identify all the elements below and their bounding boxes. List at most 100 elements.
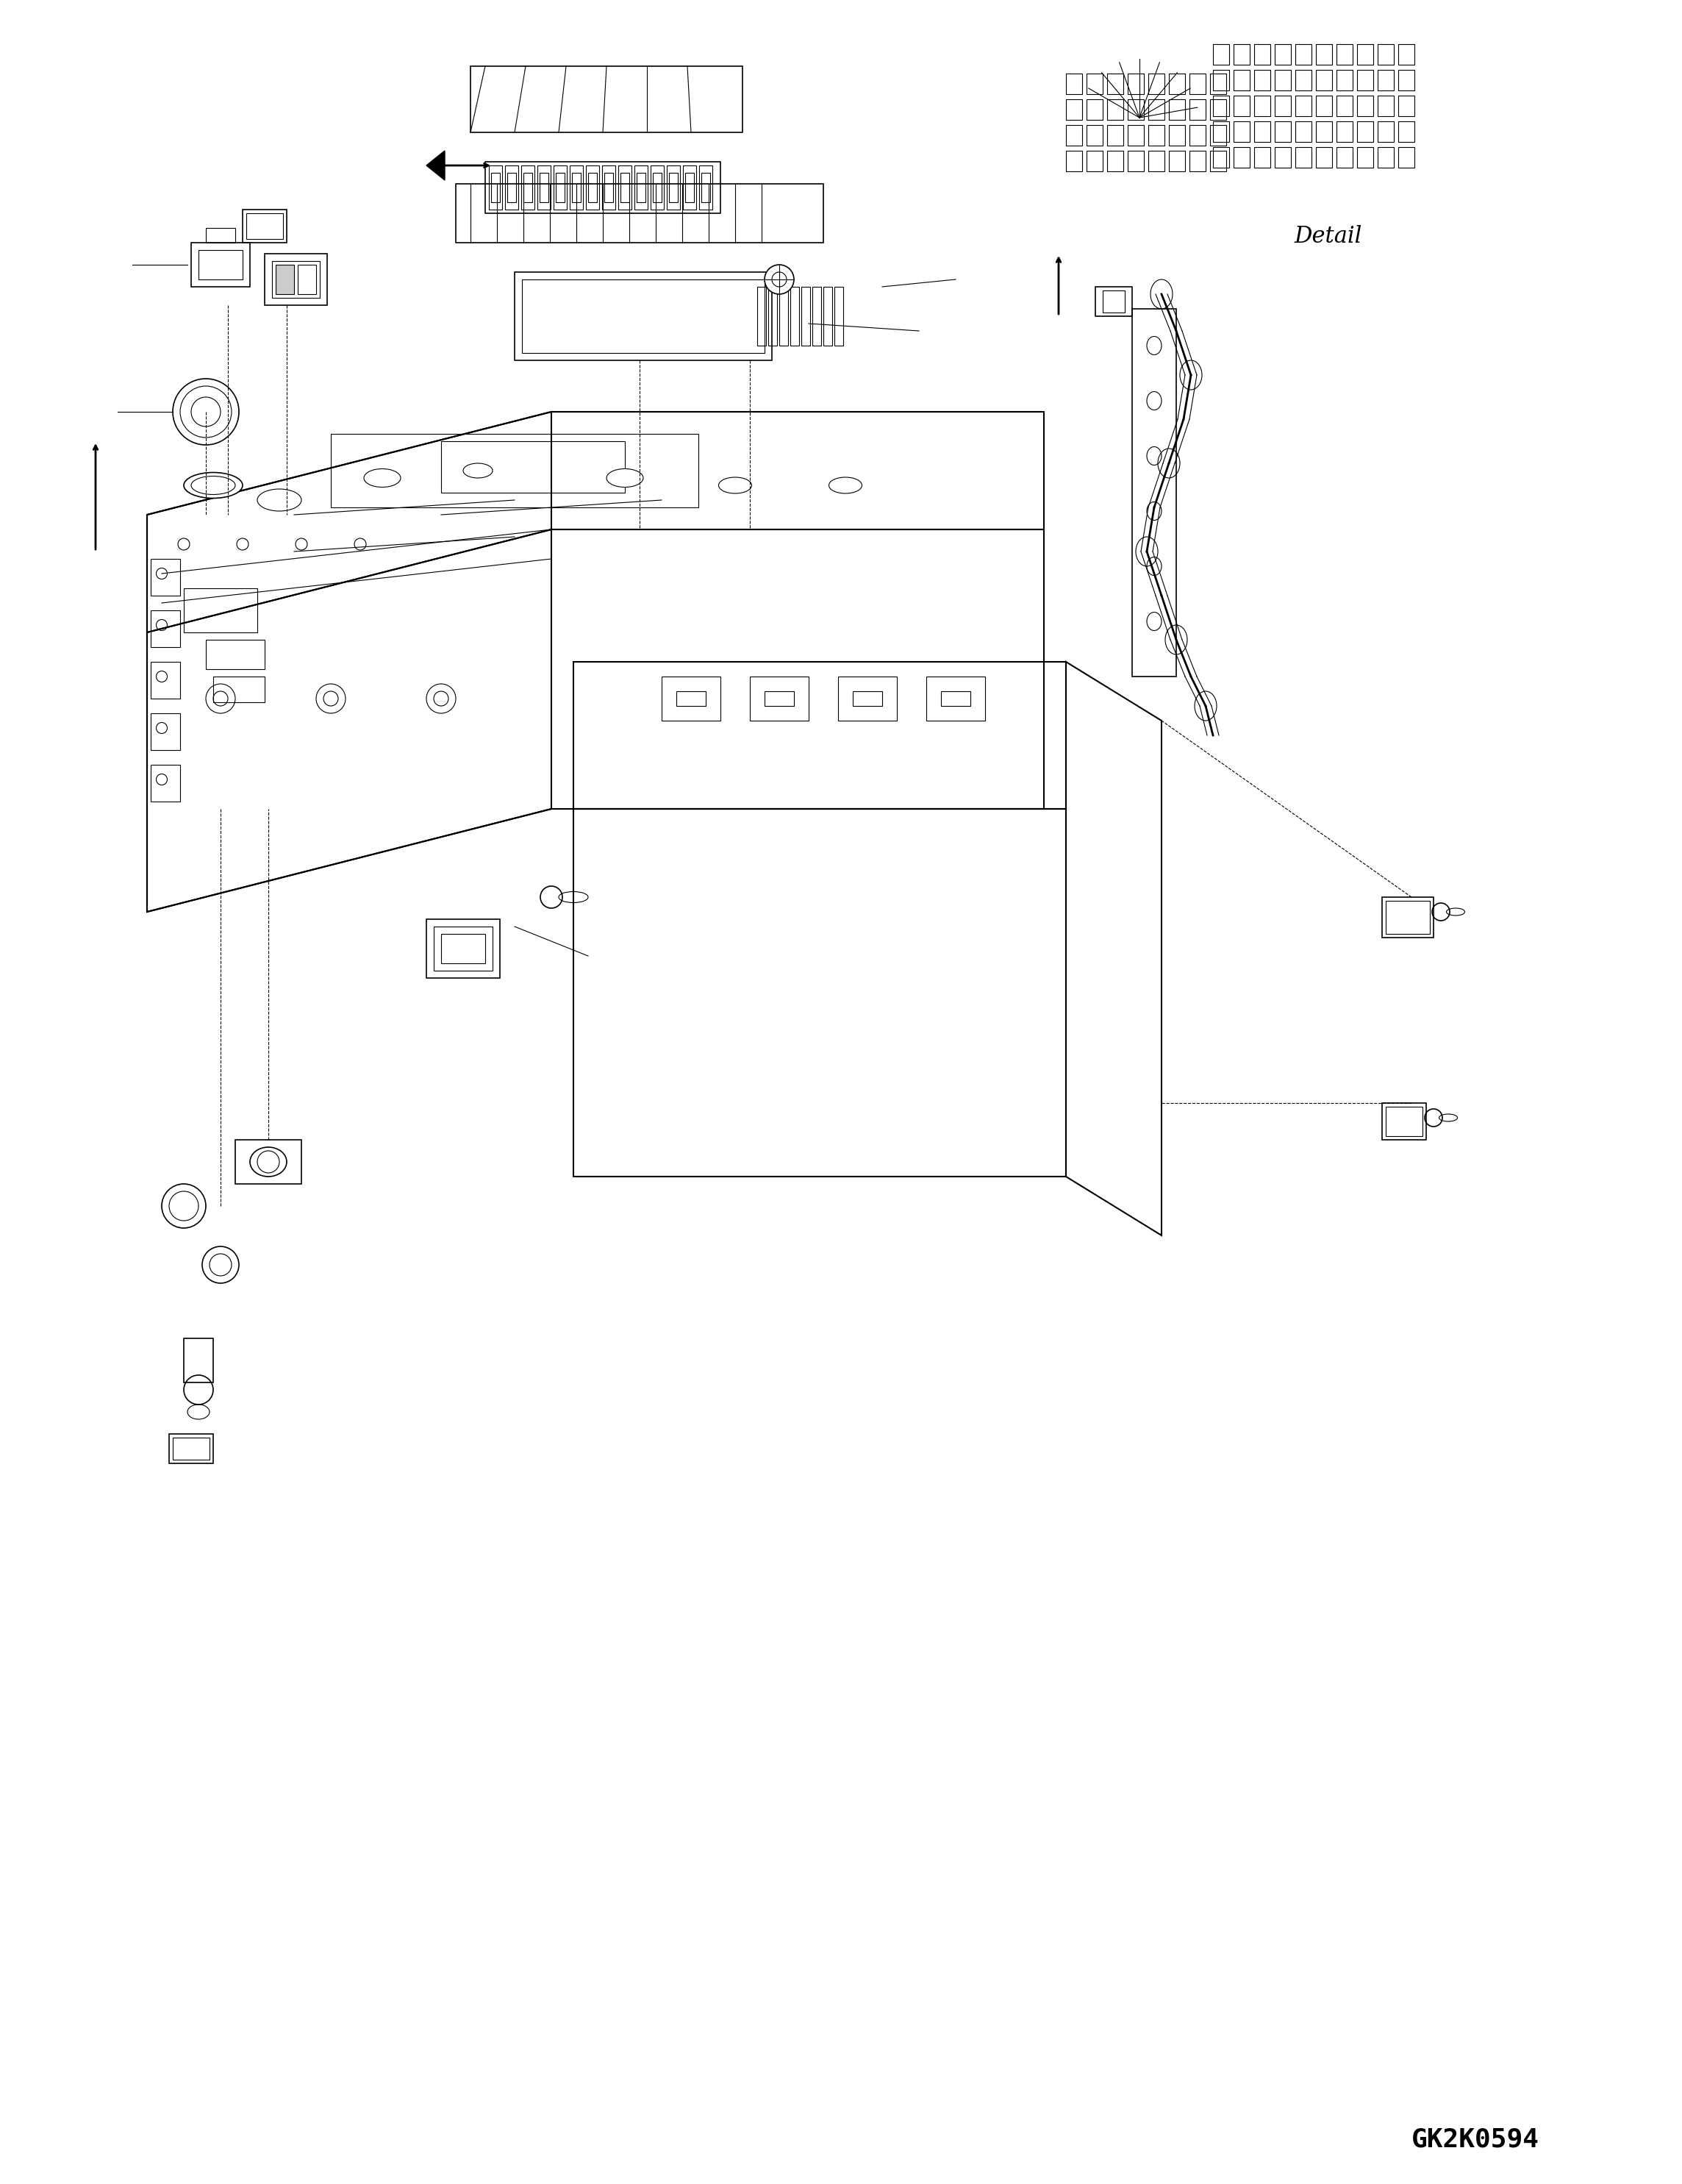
Bar <box>661 677 720 721</box>
Circle shape <box>173 378 239 446</box>
Bar <box>264 253 326 306</box>
Ellipse shape <box>257 489 301 511</box>
Bar <box>589 173 597 203</box>
Bar <box>1103 290 1125 312</box>
Bar <box>484 162 720 214</box>
Bar <box>1378 44 1394 66</box>
Bar <box>537 166 550 210</box>
Bar <box>170 1435 214 1463</box>
Bar <box>515 273 772 360</box>
Bar <box>298 264 316 295</box>
Bar <box>205 227 235 242</box>
Bar <box>1087 98 1103 120</box>
Bar <box>235 1140 301 1184</box>
Bar <box>151 764 180 802</box>
Bar <box>151 662 180 699</box>
Bar <box>242 210 286 242</box>
Bar <box>1398 122 1415 142</box>
Bar <box>1386 1107 1423 1136</box>
Text: Detail: Detail <box>1293 225 1362 247</box>
Bar <box>1233 122 1250 142</box>
Bar <box>1149 98 1164 120</box>
Bar <box>523 173 532 203</box>
Bar <box>1337 44 1352 66</box>
Bar <box>1357 44 1373 66</box>
Bar <box>272 262 320 297</box>
Bar <box>1169 98 1186 120</box>
Bar <box>621 173 629 203</box>
Bar <box>1127 124 1144 146</box>
Bar <box>1213 70 1230 90</box>
Bar <box>1357 70 1373 90</box>
Bar <box>1107 124 1124 146</box>
Bar <box>1169 124 1186 146</box>
Bar <box>489 166 503 210</box>
Bar <box>441 935 484 963</box>
Bar <box>824 286 833 345</box>
Bar <box>1127 151 1144 170</box>
Bar <box>505 166 518 210</box>
Bar <box>1189 151 1206 170</box>
Bar <box>769 286 777 345</box>
Bar <box>521 280 765 354</box>
Bar <box>1337 146 1352 168</box>
Bar <box>1107 151 1124 170</box>
Bar <box>1189 74 1206 94</box>
Ellipse shape <box>463 463 493 478</box>
Bar <box>791 286 799 345</box>
Bar <box>1233 70 1250 90</box>
Bar <box>653 173 661 203</box>
Bar <box>1275 44 1290 66</box>
Bar <box>1132 308 1176 677</box>
Bar <box>1295 44 1312 66</box>
Bar <box>651 166 664 210</box>
Bar <box>1209 124 1226 146</box>
Bar <box>801 286 811 345</box>
Bar <box>491 173 500 203</box>
Bar <box>183 587 257 633</box>
Bar <box>1383 1103 1426 1140</box>
Bar <box>1213 96 1230 116</box>
Bar <box>1315 44 1332 66</box>
Ellipse shape <box>202 1247 239 1284</box>
Ellipse shape <box>718 478 752 494</box>
Text: GK2K0594: GK2K0594 <box>1411 2127 1539 2153</box>
Polygon shape <box>426 151 444 179</box>
Bar <box>1066 151 1082 170</box>
Bar <box>471 66 742 133</box>
Ellipse shape <box>363 470 400 487</box>
Bar <box>1255 96 1270 116</box>
Bar <box>1383 898 1433 937</box>
Ellipse shape <box>161 1184 205 1227</box>
Bar <box>1233 96 1250 116</box>
Bar <box>1398 146 1415 168</box>
Ellipse shape <box>183 472 242 498</box>
Ellipse shape <box>607 470 643 487</box>
Bar <box>426 919 500 978</box>
Bar <box>1066 98 1082 120</box>
Bar <box>434 926 493 970</box>
Bar <box>1315 122 1332 142</box>
Bar <box>1213 146 1230 168</box>
Bar <box>1275 122 1290 142</box>
Bar <box>540 173 548 203</box>
Bar <box>183 1339 214 1382</box>
Bar <box>1357 146 1373 168</box>
Bar <box>1337 122 1352 142</box>
Bar <box>1209 98 1226 120</box>
Bar <box>1398 70 1415 90</box>
Bar <box>1386 900 1430 935</box>
Bar <box>456 183 824 242</box>
Bar <box>1107 98 1124 120</box>
Bar <box>1337 96 1352 116</box>
Bar <box>1378 70 1394 90</box>
Bar <box>1209 151 1226 170</box>
Bar <box>701 173 710 203</box>
Bar <box>572 173 580 203</box>
Bar <box>1189 124 1206 146</box>
Bar <box>331 435 698 507</box>
Bar <box>779 286 789 345</box>
Bar <box>1127 74 1144 94</box>
Bar <box>1295 96 1312 116</box>
Bar <box>1357 122 1373 142</box>
